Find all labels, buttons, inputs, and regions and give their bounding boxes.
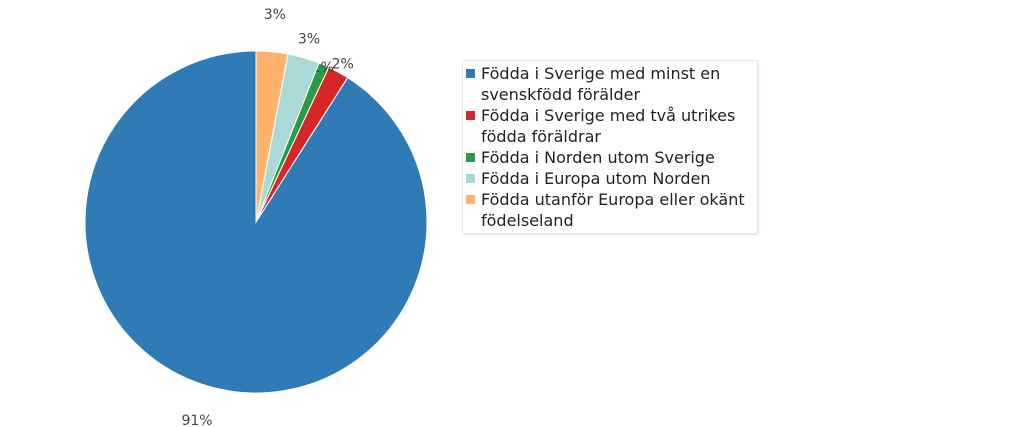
pie-slice xyxy=(255,50,289,223)
legend-item: Födda i Sverige med minst en svenskfödd … xyxy=(463,63,751,105)
legend-item: Födda utanför Europa eller okänt födelse… xyxy=(463,189,751,231)
legend-item: Födda i Europa utom Norden xyxy=(463,168,751,189)
legend-swatch xyxy=(466,174,475,183)
legend-item: Födda i Sverige med två utrikes födda fö… xyxy=(463,105,751,147)
legend-label: Födda utanför Europa eller okänt födelse… xyxy=(481,190,745,230)
legend-swatch xyxy=(466,153,475,162)
legend-label: Födda i Norden utom Sverige xyxy=(481,148,715,167)
legend-swatch xyxy=(466,69,475,78)
legend-label: Födda i Sverige med två utrikes födda fö… xyxy=(481,106,736,146)
legend-item: Födda i Norden utom Sverige xyxy=(463,147,751,168)
legend-swatch xyxy=(466,111,475,120)
slice-value-label: 2% xyxy=(332,56,354,72)
legend-label: Födda i Europa utom Norden xyxy=(481,169,711,188)
legend-swatch xyxy=(466,195,475,204)
slice-value-label: 91% xyxy=(181,413,212,427)
slice-value-label: 3% xyxy=(298,32,320,48)
legend-label: Födda i Sverige med minst en svenskfödd … xyxy=(481,64,721,104)
pie-slice xyxy=(84,50,428,394)
slice-value-label: 3% xyxy=(264,7,286,23)
legend: Födda i Sverige med minst en svenskfödd … xyxy=(462,60,758,234)
